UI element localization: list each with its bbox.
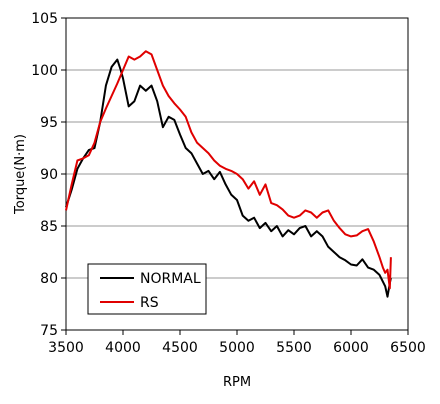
y-tick-label-95: 95: [40, 115, 58, 131]
y-tick-label-105: 105: [31, 11, 58, 27]
y-tick-label-90: 90: [40, 167, 58, 183]
x-tick-label-4500: 4500: [162, 340, 198, 356]
x-tick-label-3500: 3500: [48, 340, 84, 356]
series-lines: [65, 50, 392, 298]
series-line-rs: [65, 50, 392, 290]
legend: NORMAL RS: [87, 263, 207, 315]
y-tick-label-100: 100: [31, 63, 58, 79]
series-line-normal: [65, 58, 392, 298]
x-tick-label-5500: 5500: [276, 340, 312, 356]
x-tick-label-6000: 6000: [333, 340, 369, 356]
x-tick-label-4000: 4000: [105, 340, 141, 356]
y-axis-ticks: 75 80 85 90 95 100 105: [31, 11, 66, 339]
y-axis-label: Torque(N·m): [13, 134, 28, 215]
y-tick-label-85: 85: [40, 219, 58, 235]
x-axis-label: RPM: [223, 375, 251, 390]
x-tick-label-5000: 5000: [219, 340, 255, 356]
legend-label-rs: RS: [140, 295, 159, 311]
legend-box: [87, 263, 207, 315]
y-tick-label-80: 80: [40, 271, 58, 287]
x-tick-label-6500: 6500: [390, 340, 426, 356]
y-tick-label-75: 75: [40, 323, 58, 339]
x-axis-ticks: 3500 4000 4500 5000 5500 6000 6500: [48, 330, 426, 356]
legend-label-normal: NORMAL: [140, 271, 201, 287]
